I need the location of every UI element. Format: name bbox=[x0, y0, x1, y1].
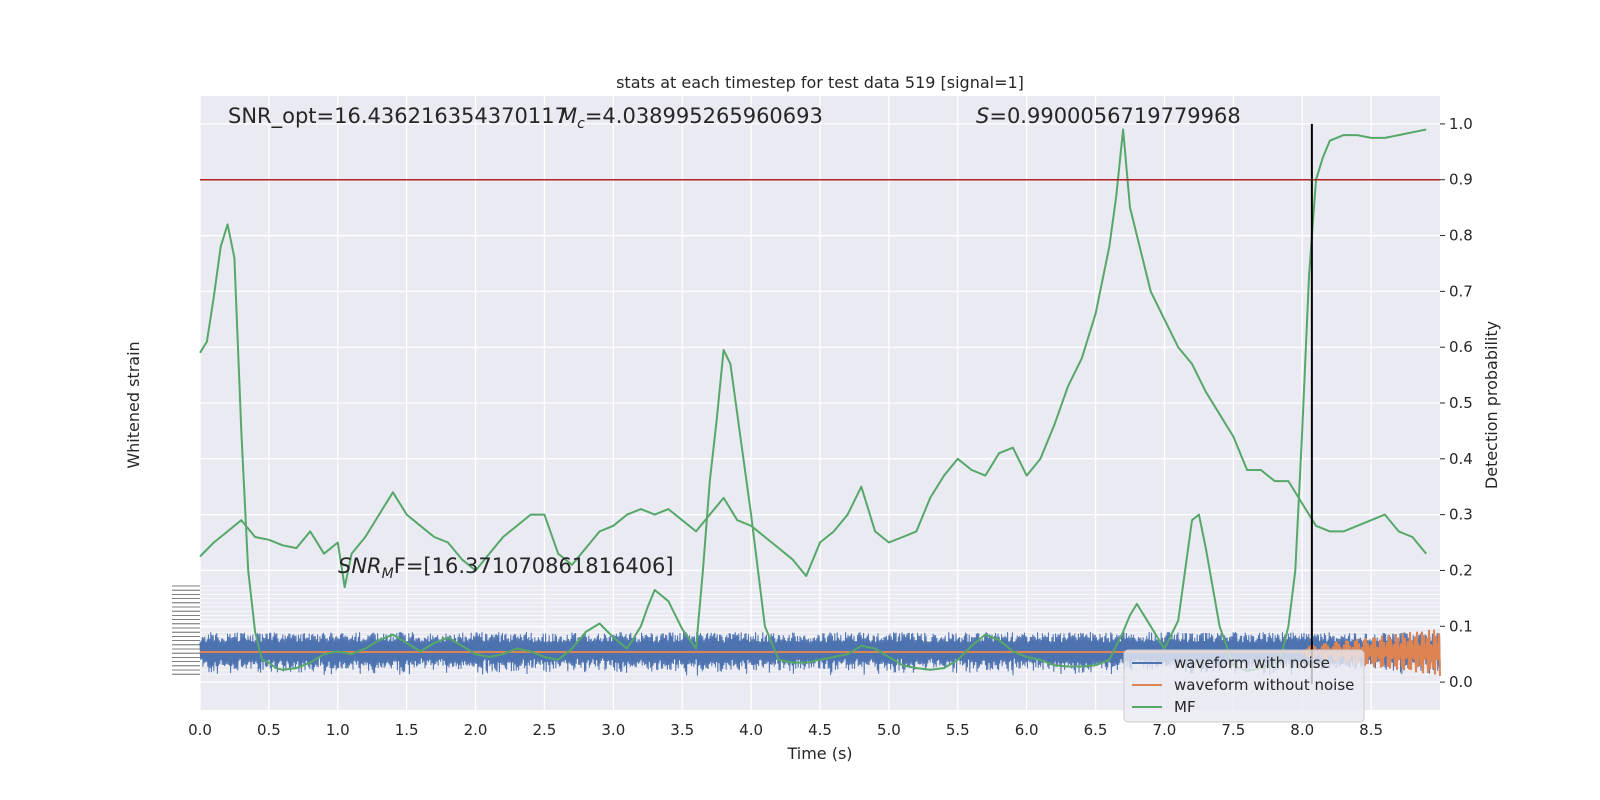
y-tick-label: 0.8 bbox=[1449, 227, 1473, 245]
x-tick-label: 3.0 bbox=[601, 721, 625, 739]
legend: waveform with noise waveform without noi… bbox=[1123, 649, 1365, 723]
y-tick-label: 0.7 bbox=[1449, 282, 1473, 300]
legend-box bbox=[1123, 649, 1365, 723]
x-tick-label: 7.0 bbox=[1153, 721, 1177, 739]
y-axis-title-left: Whitened strain bbox=[124, 341, 143, 468]
s-annotation: S=0.9900056719779968 bbox=[976, 104, 1241, 128]
y-tick-label: 0.2 bbox=[1449, 561, 1473, 579]
x-tick-label: 4.5 bbox=[808, 721, 832, 739]
legend-label-noise: waveform with noise bbox=[1174, 654, 1330, 672]
x-tick-label: 5.0 bbox=[877, 721, 901, 739]
y-tick-label: 0.9 bbox=[1449, 171, 1473, 189]
x-tick-label: 8.0 bbox=[1290, 721, 1314, 739]
y-tick-label: 0.1 bbox=[1449, 617, 1473, 635]
chart-title: stats at each timestep for test data 519… bbox=[616, 73, 1024, 92]
x-tick-label: 6.0 bbox=[1015, 721, 1039, 739]
x-tick-label: 1.5 bbox=[395, 721, 419, 739]
mc-annotation-value: =4.038995265960693 bbox=[585, 104, 823, 128]
snr-mf-annotation-value: F=[16.371070861816406] bbox=[394, 554, 674, 578]
mc-annotation: Mc=4.038995265960693 bbox=[559, 104, 823, 132]
y-axis-title-right: Detection probability bbox=[1482, 321, 1501, 489]
y-tick-label: 1.0 bbox=[1449, 115, 1473, 133]
y-tick-label: 0.0 bbox=[1449, 673, 1473, 691]
x-tick-label: 4.0 bbox=[739, 721, 763, 739]
axes-labels: 0.0 0.5 1.0 1.5 2.0 2.5 3.0 3.5 4.0 4.5 5.0 5.5 6.0 6… bbox=[188, 115, 1473, 739]
y-tick-label: 0.6 bbox=[1449, 338, 1473, 356]
series-waveform-with-noise bbox=[199, 631, 1441, 676]
legend-label-clean: waveform without noise bbox=[1174, 676, 1354, 694]
y-tick-label: 0.5 bbox=[1449, 394, 1473, 412]
snr-mf-annotation: SNRMF=[16.371070861816406] bbox=[338, 554, 674, 582]
x-tick-label: 3.5 bbox=[670, 721, 694, 739]
x-tick-label: 2.0 bbox=[464, 721, 488, 739]
series-detection-probability-line bbox=[199, 128, 1427, 589]
legend-label-mf: MF bbox=[1174, 698, 1196, 716]
s-annotation-value: =0.9900056719779968 bbox=[989, 104, 1240, 128]
x-tick-label: 6.5 bbox=[1084, 721, 1108, 739]
x-tick-label: 8.5 bbox=[1359, 721, 1383, 739]
x-tick-label: 0.5 bbox=[257, 721, 281, 739]
x-tick-label: 2.5 bbox=[533, 721, 557, 739]
x-tick-label: 0.0 bbox=[188, 721, 212, 739]
x-tick-label: 7.5 bbox=[1221, 721, 1245, 739]
x-tick-label: 5.5 bbox=[946, 721, 970, 739]
snr-opt-annotation: SNR_opt=16.436216354370117 bbox=[228, 104, 568, 129]
x-axis-title: Time (s) bbox=[786, 744, 852, 763]
y-tick-label: 0.4 bbox=[1449, 450, 1473, 468]
x-tick-label: 1.0 bbox=[326, 721, 350, 739]
y-tick-label: 0.3 bbox=[1449, 506, 1473, 524]
